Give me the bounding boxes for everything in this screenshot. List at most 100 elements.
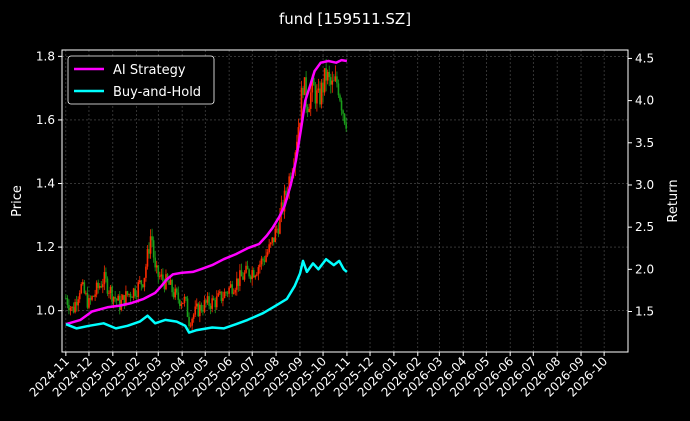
candle-body [206, 296, 209, 303]
candle-body [234, 289, 237, 293]
candle-body [80, 284, 83, 294]
candle-body [252, 270, 255, 278]
candle-body [103, 272, 106, 285]
candle-body [194, 306, 197, 315]
candle-body [232, 292, 235, 294]
candle-body [154, 257, 156, 268]
candle-body [251, 270, 254, 280]
chart-title: fund [159511.SZ] [279, 10, 411, 28]
plot-frame [61, 49, 629, 353]
candle-body [326, 71, 329, 81]
candle-body [145, 266, 147, 278]
candle-body [125, 291, 127, 306]
candle-body [226, 292, 229, 294]
candle-body [129, 293, 132, 298]
candle-body [143, 277, 146, 288]
candle-body [246, 265, 249, 270]
candle-body [242, 276, 244, 280]
candle-body [288, 176, 290, 194]
candle-body [126, 291, 129, 295]
candle-body [168, 280, 170, 285]
candle-body [188, 316, 190, 326]
candle-body [199, 304, 201, 317]
candle-body [336, 76, 338, 84]
candle-body [132, 288, 135, 298]
candle-body [300, 87, 303, 124]
candle-body [185, 296, 187, 299]
candle-body [115, 298, 118, 301]
candle-body [263, 260, 266, 262]
candle-body [259, 264, 261, 268]
candle-body [280, 202, 283, 215]
candle-body [89, 298, 92, 300]
candle-body [342, 110, 344, 114]
candle-body [180, 303, 183, 306]
candle-body [329, 77, 332, 85]
candle-body [112, 296, 115, 302]
candle-body [285, 190, 287, 195]
candle-body [114, 296, 116, 299]
candle-body [283, 190, 286, 212]
y-left-tick-label: 1.0 [36, 304, 55, 318]
candle-body [265, 255, 267, 262]
candle-body [239, 270, 241, 286]
candle-body [331, 80, 334, 85]
candle-body [102, 284, 104, 288]
candle-body [248, 269, 250, 277]
y-left-tick-label: 1.2 [36, 240, 55, 254]
candle-body [183, 296, 186, 304]
candle-body [257, 267, 260, 275]
candle-body [269, 242, 272, 245]
candle-body [222, 297, 224, 301]
y-right-tick-label: 1.5 [635, 305, 654, 319]
candle-body [160, 274, 163, 277]
candle-body [75, 302, 78, 306]
candle-body [254, 275, 257, 278]
line-series [65, 58, 348, 334]
candle-body [317, 88, 320, 91]
candle-body [262, 258, 264, 261]
candle-body [100, 286, 103, 288]
candle-body [231, 284, 233, 294]
candle-body [131, 297, 133, 298]
candle-body [236, 278, 238, 290]
candle-body [205, 300, 207, 303]
candle-body [77, 299, 79, 306]
candle-body [311, 78, 314, 93]
candle-body [243, 272, 246, 280]
candle-body [289, 176, 292, 181]
candle-body [325, 68, 327, 81]
candle-body [305, 77, 307, 107]
candle-body [171, 279, 173, 293]
candle-body [142, 284, 144, 288]
candle-body [333, 80, 335, 82]
candle-body [303, 77, 306, 95]
candle-body [189, 325, 192, 327]
candle-body [260, 258, 263, 265]
y-axis-left-label: Price [10, 185, 25, 217]
candle-body [308, 108, 310, 113]
candle-body [340, 100, 343, 111]
y-right-tick-label: 3.0 [635, 178, 654, 192]
candle-body [66, 298, 69, 305]
candle-body [69, 307, 72, 311]
candle-body [182, 303, 184, 304]
candle-body [337, 83, 340, 96]
candle-body [169, 279, 172, 285]
candle-body [240, 270, 243, 277]
candle-body [175, 288, 178, 293]
candle-body [208, 296, 210, 306]
candle-body [279, 214, 281, 234]
candle-body [223, 291, 226, 298]
candle-body [179, 299, 181, 306]
candle-body [214, 300, 217, 308]
candle-body [71, 306, 73, 308]
candle-body [68, 304, 70, 311]
candle-body [149, 236, 152, 254]
candle-body [81, 282, 84, 285]
candle-body [109, 286, 112, 294]
candle-body [197, 303, 200, 317]
candle-body [134, 288, 136, 297]
candle-body [328, 71, 331, 78]
